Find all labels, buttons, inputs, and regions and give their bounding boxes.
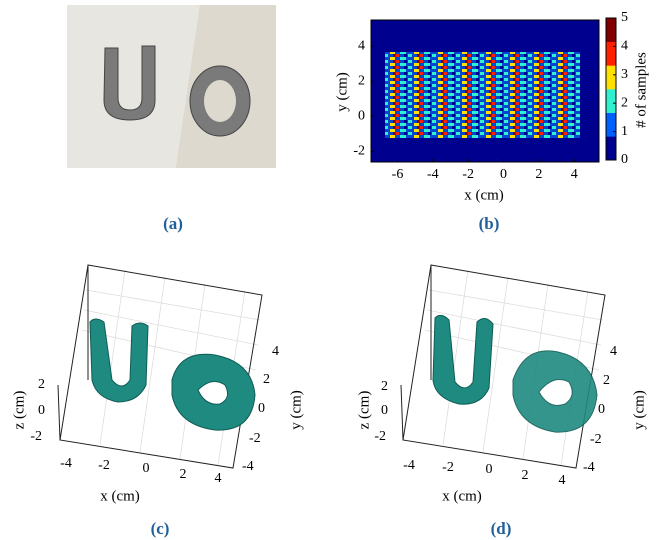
x-tick-label: -6 [392,167,404,182]
y-tick-label: 4 [610,344,617,359]
y-tick-label: 0 [258,401,265,416]
z-axis-label: z (cm) [11,391,27,430]
y-tick-label: 0 [358,109,365,124]
figure: (a) 0 1 2 3 4 5 x (cm) y (cm) # of samples (b… [0,0,661,540]
z-axis-label: z (cm) [356,391,372,430]
y-tick-label: -2 [590,432,602,447]
x-tick-label: -4 [60,456,72,471]
panel-label: (c) [151,519,170,538]
heatmap-texture [385,52,580,138]
x-tick-label: -4 [427,167,439,182]
y-tick-label: 4 [358,39,365,54]
colorbar-band [606,136,616,160]
y-tick-label: -4 [242,459,254,474]
colorbar-band [606,113,616,137]
x-tick-label: 0 [500,167,507,182]
y-tick-label: -4 [583,460,595,475]
z-tick-label: 2 [381,379,388,394]
z-tick-label: -2 [30,429,42,444]
z-tick-label: 0 [381,403,388,418]
x-tick-label: -2 [98,458,110,473]
colorbar: 0 1 2 3 4 5 [606,10,628,167]
x-tick-label: 2 [180,467,187,482]
colorbar-tick-label: 2 [621,95,628,110]
x-tick-label: 4 [571,167,578,182]
panel-label: (a) [163,214,183,233]
y-tick-label: 4 [272,344,279,359]
x-tick-label: 2 [535,167,542,182]
x-tick-label: -4 [403,458,415,473]
y-tick-label: -2 [353,144,365,159]
panel-label: (b) [479,214,500,233]
colorbar-tick-label: 5 [621,10,628,25]
z-tick-label: -2 [374,429,386,444]
colorbar-tick-label: 1 [621,124,628,139]
x-tick-label: 0 [143,461,150,476]
z-tick-label: 0 [38,403,45,418]
x-tick-label: 4 [559,473,566,488]
y-tick-label: 2 [263,372,270,387]
colorbar-band [606,89,616,113]
colorbar-label: # of samples [633,52,649,128]
y-axis-label: y (cm) [288,390,304,430]
x-tick-label: 0 [486,462,493,477]
3d-axes [401,265,605,468]
x-tick-label: -2 [442,460,454,475]
colorbar-band [606,18,616,42]
y-tick-label: 0 [598,402,605,417]
y-tick-label: 2 [603,373,610,388]
colorbar-tick-label: 3 [621,67,628,82]
y-axis-label: y (cm) [631,390,647,430]
x-tick-label: 2 [522,468,529,483]
y-tick-label: -2 [249,431,261,446]
x-tick-label: 4 [215,471,222,486]
panel-label: (d) [491,519,512,538]
x-axis-label: x (cm) [464,187,504,203]
y-tick-label: 2 [358,74,365,89]
z-tick-label: 2 [38,377,45,392]
x-axis-label: x (cm) [442,488,482,504]
colorbar-tick-label: 0 [621,152,628,167]
3d-axes [58,265,262,468]
x-tick-label: -2 [462,167,474,182]
colorbar-band [606,42,616,66]
x-axis-label: x (cm) [100,488,140,504]
colorbar-band [606,65,616,89]
colorbar-tick-label: 4 [621,39,628,54]
photo [67,5,276,168]
y-axis-label: y (cm) [334,72,350,112]
